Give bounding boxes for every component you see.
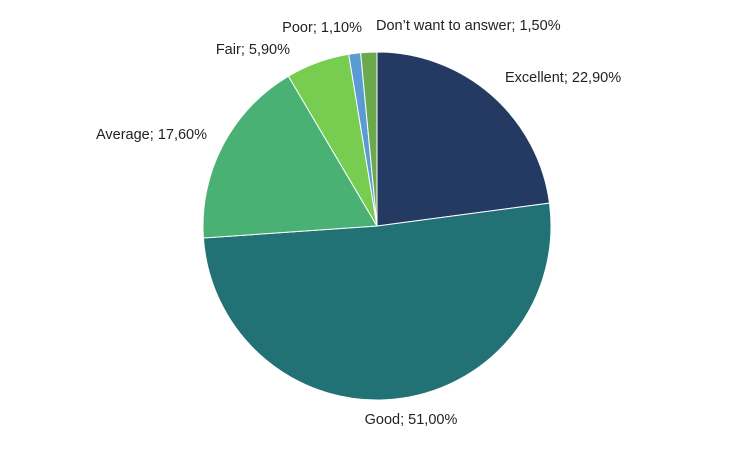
slice-category: Poor	[282, 20, 313, 36]
pie-slice	[202, 75, 378, 239]
slice-label: Don’t want to answer; 1,50%	[376, 18, 561, 34]
slice-value-label: 5,90%	[249, 42, 290, 58]
pie-slice	[202, 202, 552, 401]
slice-value-label: 1,50%	[519, 18, 560, 34]
slice-category: Fair	[216, 42, 241, 58]
slice-label: Excellent; 22,90%	[505, 70, 621, 86]
label-separator: ;	[564, 70, 572, 86]
slice-label: Good; 51,00%	[365, 412, 458, 428]
slice-category: Don’t want to answer	[376, 18, 512, 34]
pie-slice	[360, 51, 378, 227]
slice-value-label: 17,60%	[158, 127, 207, 143]
label-separator: ;	[511, 18, 519, 34]
label-separator: ;	[241, 42, 249, 58]
slice-category: Excellent	[505, 70, 564, 86]
slice-value-label: 51,00%	[408, 412, 457, 428]
slice-value-label: 1,10%	[321, 20, 362, 36]
slice-label: Fair; 5,90%	[216, 42, 290, 58]
pie-slice	[376, 51, 551, 227]
label-separator: ;	[313, 20, 321, 36]
slice-value-label: 22,90%	[572, 70, 621, 86]
slice-category: Good	[365, 412, 400, 428]
slice-category: Average	[96, 127, 150, 143]
label-separator: ;	[400, 412, 408, 428]
slice-label: Average; 17,60%	[96, 127, 207, 143]
label-separator: ;	[150, 127, 158, 143]
slice-label: Poor; 1,10%	[282, 20, 362, 36]
